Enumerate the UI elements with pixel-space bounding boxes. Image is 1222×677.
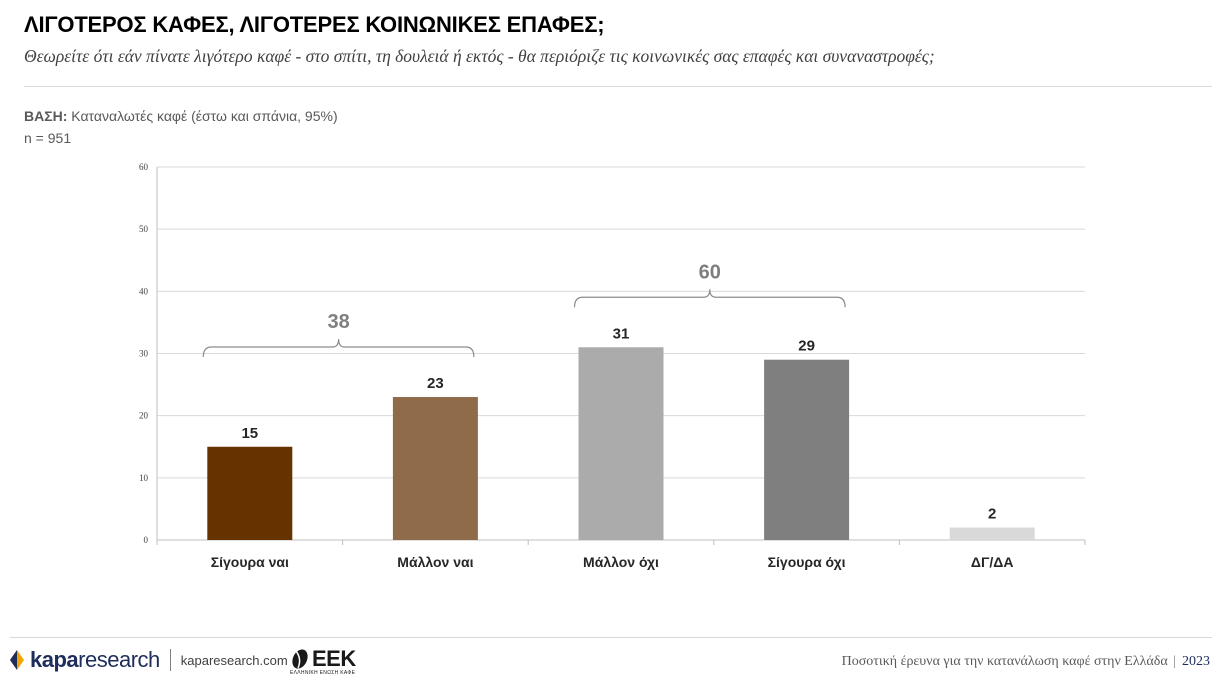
y-tick-label: 30 bbox=[139, 349, 149, 359]
group-total-label: 38 bbox=[327, 311, 349, 333]
survey-year: 2023 bbox=[1182, 654, 1210, 669]
bar-value-label: 31 bbox=[613, 325, 630, 342]
bar-value-label: 29 bbox=[798, 338, 815, 355]
category-label: Μάλλον ναι bbox=[397, 554, 473, 570]
footer-separator bbox=[169, 649, 171, 671]
bar bbox=[578, 347, 664, 540]
brand-name-light: research bbox=[78, 647, 160, 672]
y-tick-label: 40 bbox=[139, 286, 149, 296]
bar-value-label: 15 bbox=[241, 425, 258, 442]
kapa-research-logo: kapa research kaparesearch.com bbox=[8, 646, 288, 674]
website-link[interactable]: kaparesearch.com bbox=[180, 652, 288, 668]
base-label: ΒΑΣΗ: bbox=[24, 108, 68, 124]
base-text: Καταναλωτές καφέ (έστω και σπάνια, 95%) bbox=[71, 108, 338, 124]
category-label: Μάλλον όχι bbox=[583, 554, 659, 570]
bar bbox=[392, 397, 478, 540]
bar-chart: 0 10 20 30 40 50 60 15 Σίγουρα ναι 23 Μάλλον ναι 31… bbox=[139, 162, 1086, 570]
bar bbox=[207, 446, 293, 540]
y-tick-label: 50 bbox=[139, 224, 149, 234]
category-label: ΔΓ/ΔΑ bbox=[971, 554, 1014, 570]
question-subtitle: Θεωρείτε ότι εάν πίνατε λιγότερο καφέ - … bbox=[24, 46, 935, 66]
y-tick-label: 20 bbox=[139, 411, 149, 421]
coffee-bean-icon bbox=[292, 649, 308, 669]
bar-value-label: 23 bbox=[427, 375, 444, 392]
group-bracket bbox=[573, 289, 846, 308]
survey-text: Ποσοτική έρευνα για την κατανάλωση καφέ … bbox=[841, 654, 1168, 669]
group-bracket bbox=[202, 339, 475, 358]
y-tick-label: 10 bbox=[139, 473, 149, 483]
bar-value-label: 2 bbox=[988, 506, 996, 523]
base-info: ΒΑΣΗ: Καταναλωτές καφέ (έστω και σπάνια,… bbox=[24, 108, 338, 124]
bar bbox=[764, 359, 850, 540]
brand-name-bold: kapa bbox=[30, 647, 79, 672]
page-title: ΛΙΓΟΤΕΡΟΣ ΚΑΦΕΣ, ΛΙΓΟΤΕΡΕΣ ΚΟΙΝΩΝΙΚΕΣ ΕΠ… bbox=[24, 12, 605, 37]
eek-subtitle: ΕΛΛΗΝΙΚΗ ΕΝΩΣΗ ΚΑΦΕ bbox=[290, 670, 356, 676]
sample-size: n = 951 bbox=[24, 130, 72, 146]
header-divider bbox=[24, 86, 1212, 87]
category-label: Σίγουρα ναι bbox=[211, 554, 289, 570]
eek-name: ΕΕΚ bbox=[312, 646, 356, 671]
y-tick-label: 60 bbox=[139, 162, 149, 172]
group-total-label: 60 bbox=[699, 261, 721, 283]
survey-caption: Ποσοτική έρευνα για την κατανάλωση καφέ … bbox=[841, 654, 1210, 669]
kapa-logo-icon bbox=[10, 650, 24, 670]
y-tick-label: 0 bbox=[144, 535, 149, 545]
eek-logo: ΕΕΚ ΕΛΛΗΝΙΚΗ ΕΝΩΣΗ ΚΑΦΕ bbox=[290, 646, 356, 676]
bar bbox=[949, 527, 1035, 540]
category-label: Σίγουρα όχι bbox=[768, 554, 846, 570]
footer-divider bbox=[10, 637, 1212, 638]
